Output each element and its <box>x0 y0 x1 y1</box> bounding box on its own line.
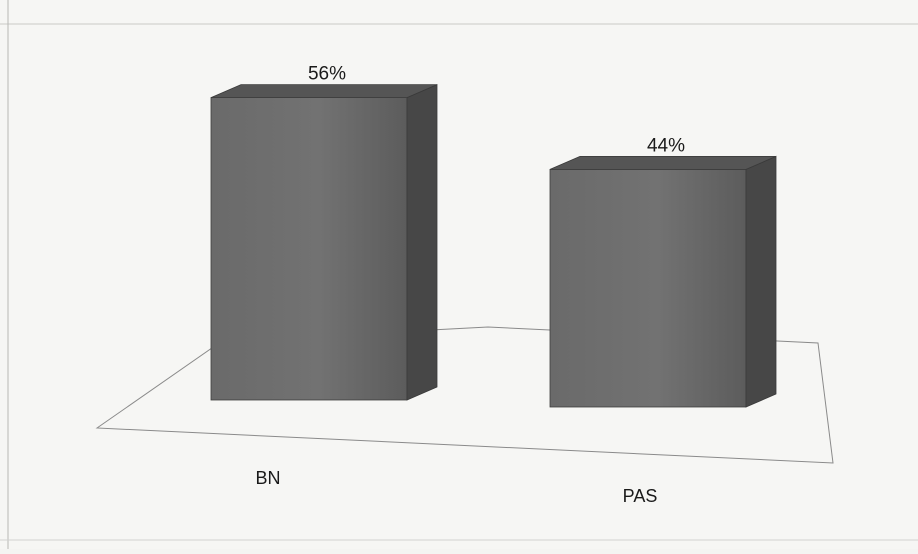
category-label-pas: PAS <box>623 486 658 506</box>
data-label-bn: 56% <box>308 64 346 85</box>
bar-bn-side <box>406 83 438 401</box>
category-label-bn: BN <box>255 468 280 488</box>
bar-pas-top <box>549 155 777 170</box>
data-label-pas: 44% <box>647 135 685 156</box>
bar-pas-side <box>745 155 777 408</box>
bar-pas-front <box>549 168 747 408</box>
bar-bn-front <box>210 97 408 401</box>
bar-bn-top <box>210 84 438 98</box>
